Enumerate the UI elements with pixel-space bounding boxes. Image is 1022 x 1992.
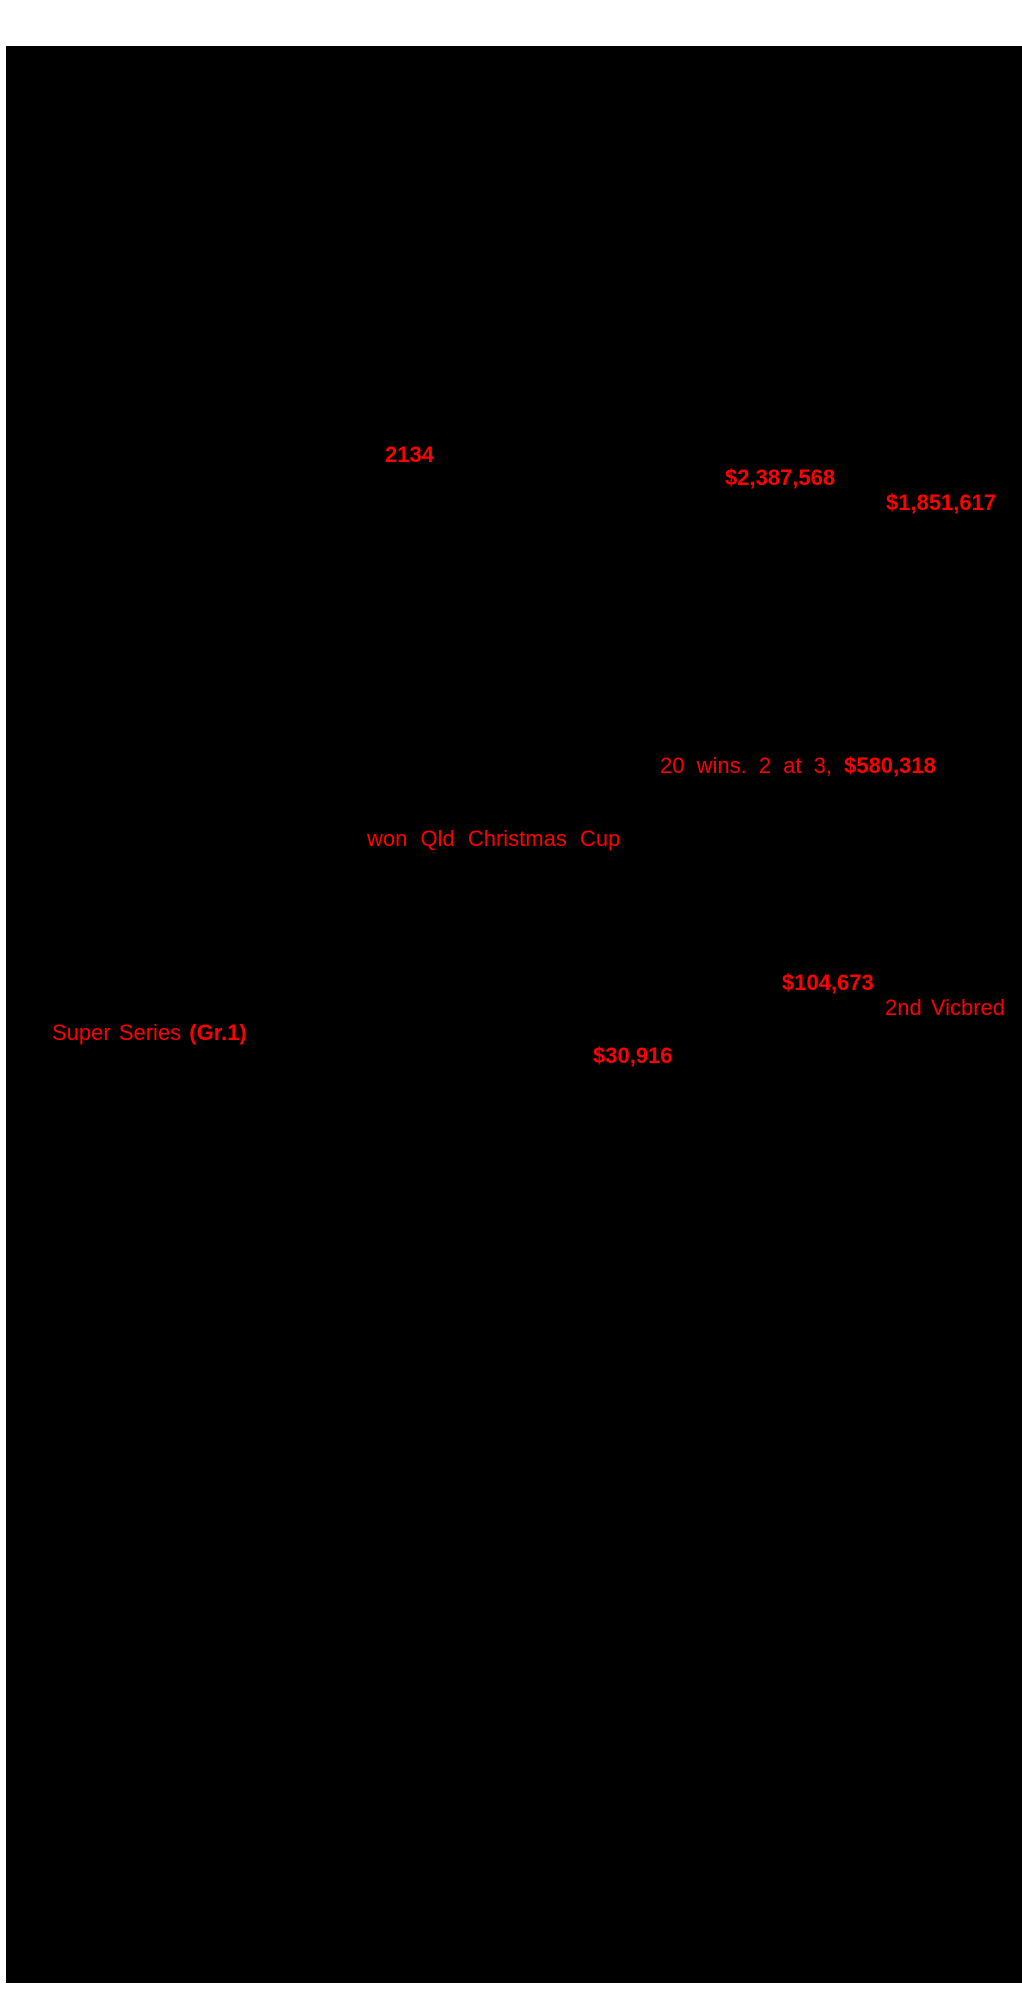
highlight-super-series: Super Series (Gr.1) <box>52 1022 247 1044</box>
super-series-group: (Gr.1) <box>189 1020 247 1045</box>
highlight-race-won: won Qld Christmas Cup <box>367 826 621 851</box>
highlight-race-time: 2134 <box>385 442 434 467</box>
highlight-sire-earnings: $2,387,568 <box>725 465 836 490</box>
super-series-text: Super Series <box>52 1020 190 1045</box>
highlight-placing-vicbred: 2nd Vicbred <box>885 995 1006 1020</box>
wins-line-amount: $580,318 <box>844 753 936 778</box>
wins-line-text: 20 wins. 2 at 3, <box>660 753 845 778</box>
page-content-block <box>6 46 1022 1983</box>
highlight-wins-line: 20 wins. 2 at 3, $580,318 <box>660 755 936 777</box>
highlight-damsire-earnings: $1,851,617 <box>886 490 997 515</box>
highlight-earnings-30916: $30,916 <box>593 1043 673 1068</box>
highlight-earnings-104673: $104,673 <box>782 970 874 995</box>
